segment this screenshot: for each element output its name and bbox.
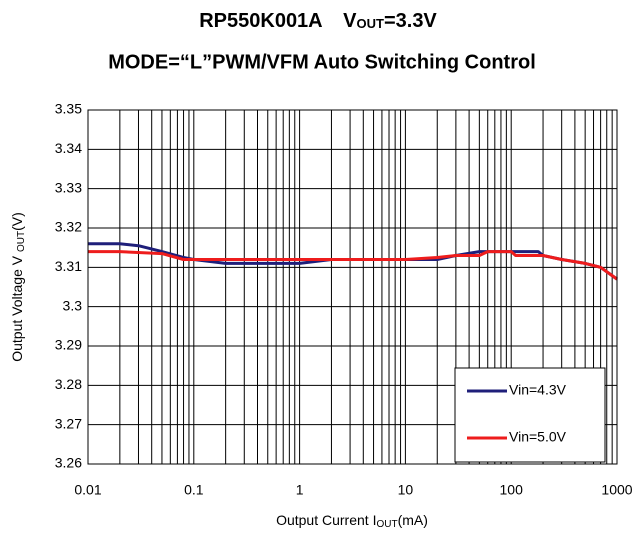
y-tick-label: 3.29 (55, 337, 82, 353)
x-axis-label: Output Current IOUT(mA) (276, 512, 428, 530)
title-text: RP550K001A (199, 10, 322, 32)
xlabel-text: Output Current I (276, 512, 376, 528)
data-line (88, 250, 618, 281)
y-axis-label: Output Voltage V OUT(V) (9, 212, 27, 362)
y-tick-label: 3.27 (55, 415, 82, 431)
x-tick-label: 0.1 (184, 482, 204, 498)
y-tick-label: 3.3 (63, 297, 83, 313)
x-tick-label: 10 (398, 482, 414, 498)
x-tick-label: 0.01 (74, 482, 101, 498)
y-tick-label: 3.32 (55, 219, 82, 235)
legend-label: Vin=4.3V (509, 382, 567, 398)
title-suffix: =3.3V (384, 10, 437, 32)
title-subscript: OUT (357, 16, 385, 31)
ylabel-subscript: OUT (16, 231, 27, 252)
xlabel-suffix: (mA) (398, 512, 428, 528)
y-tick-label: 3.35 (55, 101, 82, 117)
xlabel-subscript: OUT (376, 519, 397, 530)
chart-subtitle: MODE=“L”PWM/VFM Auto Switching Control (108, 51, 536, 73)
legend: Vin=4.3V Vin=5.0V (454, 367, 606, 463)
ylabel-text: Output Voltage V (9, 252, 25, 362)
y-tick-label: 3.34 (55, 140, 82, 156)
legend-box (454, 367, 606, 463)
y-tick-label: 3.28 (55, 376, 82, 392)
y-tick-label: 3.31 (55, 258, 82, 274)
title-symbol: V (343, 10, 357, 32)
plot-border (87, 109, 618, 465)
legend-label: Vin=5.0V (509, 429, 567, 445)
ylabel-suffix: (V) (9, 212, 25, 231)
x-tick-label: 1000 (601, 482, 632, 498)
x-tick-label: 100 (500, 482, 524, 498)
y-tick-label: 3.26 (55, 455, 82, 471)
y-tick-label: 3.33 (55, 179, 82, 195)
chart-title: RP550K001A VOUT=3.3V (199, 10, 437, 32)
x-tick-label: 1 (296, 482, 304, 498)
